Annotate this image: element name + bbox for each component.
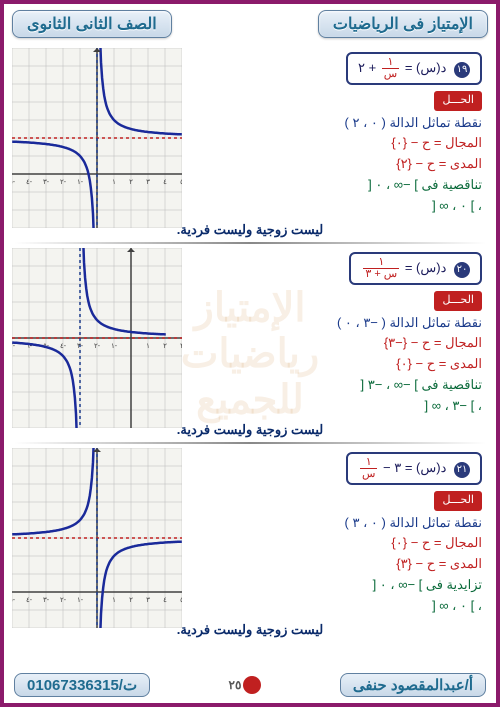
problem-2: -٧-٦-٥-٤-٣-٢-١١٢٣ ٢٠ د(س) = ١س + ٣ الحــ… (4, 244, 496, 430)
teacher-name: أ/عبدالمقصود حنفى (340, 673, 486, 697)
header-right: الإمتياز فى الرياضيات (318, 10, 488, 38)
formula-box: ٢١ د(س) = ٣ − ١س (346, 452, 482, 485)
chart-2: -٧-٦-٥-٤-٣-٢-١١٢٣ (12, 248, 182, 428)
monotonicity: تناقصية فى ] −∞ ، −٣ [ (361, 377, 482, 392)
svg-text:-٤: -٤ (60, 343, 67, 350)
svg-text:-٢: -٢ (60, 179, 67, 186)
svg-text:٤: ٤ (163, 179, 167, 186)
formula-box: ٢٠ د(س) = ١س + ٣ (349, 252, 482, 285)
chart-1: -٥-٤-٣-٢-١١٢٣٤٥ (12, 48, 182, 228)
monotonicity-2: ، ] ٠ ، ∞ [ (432, 598, 482, 613)
question-number: ٢١ (454, 462, 470, 478)
monotonicity: تناقصية فى ] −∞ ، ٠ [ (368, 177, 482, 192)
symmetry-point: نقطة تماثل الدالة ( −٣ ، ٠ ) (337, 315, 482, 330)
symmetry-point: نقطة تماثل الدالة ( ٠ ، ٢ ) (345, 115, 482, 130)
page-number: ٢٥ (229, 676, 262, 694)
svg-text:-١: -١ (111, 343, 118, 350)
range-text: المدى = ح − {٠} (396, 356, 482, 371)
domain-text: المجال = ح − {٠} (391, 535, 482, 550)
solution-label: الحـــل (434, 291, 482, 311)
svg-text:١: ١ (112, 597, 116, 604)
range-text: المدى = ح − {٢} (396, 156, 482, 171)
domain-text: المجال = ح − {٠} (391, 135, 482, 150)
solution-label: الحـــل (434, 491, 482, 511)
domain-text: المجال = ح − {−٣} (384, 335, 482, 350)
problem-1: -٥-٤-٣-٢-١١٢٣٤٥ ١٩ د(س) = ١س + ٢ الحـــل… (4, 44, 496, 230)
svg-text:٢: ٢ (129, 597, 133, 604)
header: الإمتياز فى الرياضيات الصف الثانى الثانو… (4, 4, 496, 44)
svg-text:-٤: -٤ (26, 597, 33, 604)
svg-text:-١: -١ (77, 179, 84, 186)
solution-2: ٢٠ د(س) = ١س + ٣ الحـــل نقطة تماثل الدا… (182, 248, 488, 428)
svg-text:-١: -١ (77, 597, 84, 604)
monotonicity-2: ، ] −٣ ، ∞ [ (424, 398, 482, 413)
svg-text:٢: ٢ (163, 343, 167, 350)
svg-text:٣: ٣ (180, 343, 182, 350)
svg-text:-٢: -٢ (60, 597, 67, 604)
question-number: ٢٠ (454, 262, 470, 278)
solution-1: ١٩ د(س) = ١س + ٢ الحـــل نقطة تماثل الدا… (182, 48, 488, 228)
problem-3: -٥-٤-٣-٢-١١٢٣٤٥ ٢١ د(س) = ٣ − ١س الحـــل… (4, 444, 496, 630)
solution-label: الحـــل (434, 91, 482, 111)
svg-text:٥: ٥ (180, 179, 182, 186)
svg-text:١: ١ (112, 179, 116, 186)
header-left: الصف الثانى الثانوى (12, 10, 172, 38)
svg-text:٥: ٥ (180, 597, 182, 604)
svg-text:-٣: -٣ (43, 597, 50, 604)
range-text: المدى = ح − {٣} (396, 556, 482, 571)
svg-text:-٣: -٣ (77, 343, 84, 350)
svg-text:٣: ٣ (146, 597, 150, 604)
santa-icon (243, 676, 261, 694)
phone-number: ت/01067336315 (14, 673, 150, 697)
svg-text:٢: ٢ (129, 179, 133, 186)
symmetry-point: نقطة تماثل الدالة ( ٠ ، ٣ ) (345, 515, 482, 530)
formula-box: ١٩ د(س) = ١س + ٢ (346, 52, 482, 85)
svg-text:-٣: -٣ (43, 179, 50, 186)
svg-text:-٢: -٢ (94, 343, 101, 350)
chart-3: -٥-٤-٣-٢-١١٢٣٤٥ (12, 448, 182, 628)
svg-text:-٤: -٤ (26, 179, 33, 186)
solution-3: ٢١ د(س) = ٣ − ١س الحـــل نقطة تماثل الدا… (182, 448, 488, 628)
footer: أ/عبدالمقصود حنفى ٢٥ ت/01067336315 (4, 669, 496, 703)
svg-text:١: ١ (146, 343, 150, 350)
svg-text:٤: ٤ (163, 597, 167, 604)
monotonicity-2: ، ] ٠ ، ∞ [ (432, 198, 482, 213)
question-number: ١٩ (454, 62, 470, 78)
monotonicity: تزايدية فى ] −∞ ، ٠ [ (373, 577, 482, 592)
svg-text:٣: ٣ (146, 179, 150, 186)
